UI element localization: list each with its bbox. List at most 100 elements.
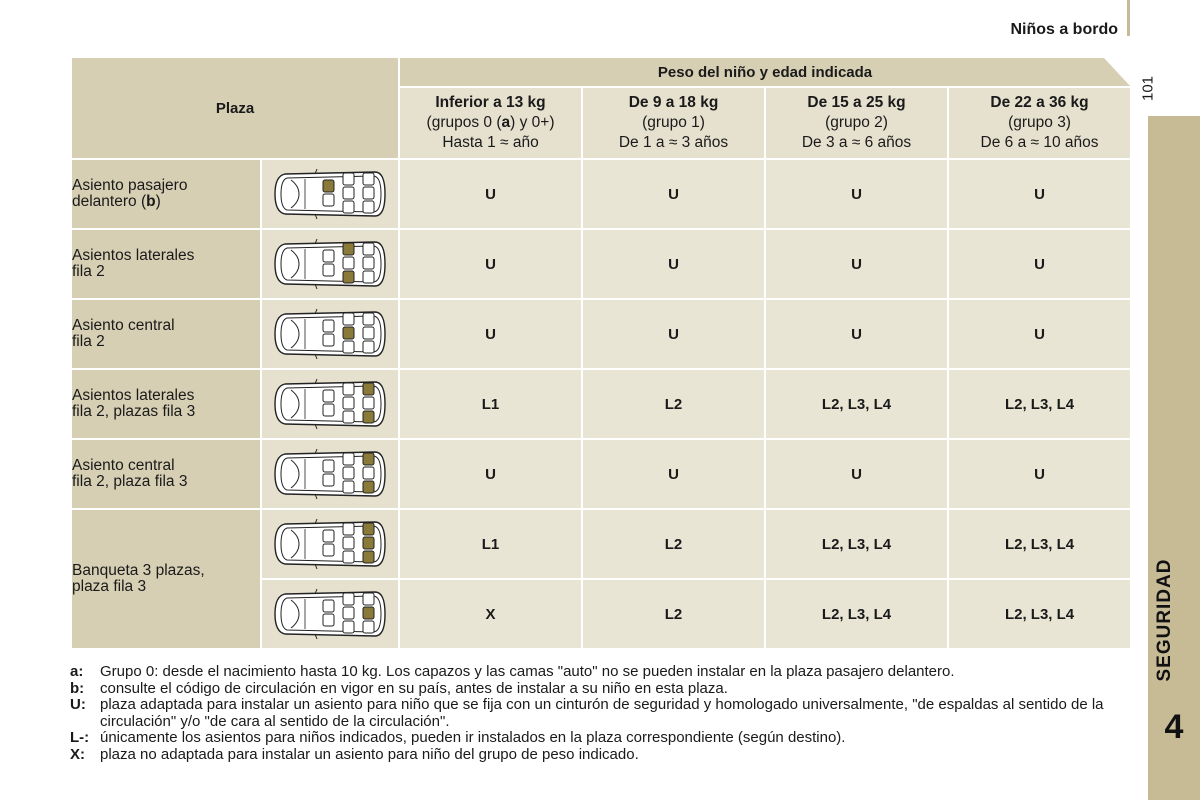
label-bold: b: [146, 193, 156, 210]
label-line: Banqueta 3 plazas,: [72, 562, 205, 579]
suitability-value: U: [398, 228, 584, 300]
page-number: 101: [1139, 75, 1157, 102]
suitability-value: U: [947, 298, 1133, 370]
column-group-text: (grupos 0 (: [426, 114, 502, 131]
column-header: De 22 a 36 kg (grupo 3) De 6 a ≈ 10 años: [947, 86, 1133, 160]
peso-header: Peso del niño y edad indicada: [399, 57, 1131, 87]
footnotes: a: Grupo 0: desde el nacimiento hasta 10 …: [70, 663, 1130, 763]
footnote: b: consulte el código de circulación en v…: [70, 679, 1130, 698]
suitability-value: L2, L3, L4: [947, 508, 1133, 580]
suitability-value: U: [581, 228, 767, 300]
column-title: Inferior a 13 kg: [435, 94, 546, 111]
column-group-text: (grupo 2): [825, 114, 888, 131]
seat-plan-cell: [259, 508, 401, 580]
column-age: De 3 a ≈ 6 años: [801, 134, 912, 151]
suitability-value: U: [398, 438, 584, 510]
label-line: fila 2: [72, 264, 260, 280]
header-divider: [1127, 0, 1130, 36]
column-group-text: (grupo 3): [1008, 114, 1071, 131]
label-line: Asiento central: [72, 317, 175, 334]
suitability-value: L1: [398, 368, 584, 440]
label-line: plaza fila 3: [72, 579, 260, 595]
label-line: Asiento central: [72, 457, 175, 474]
footnote-text: plaza adaptada para instalar un asiento …: [100, 696, 1104, 730]
suitability-value: U: [398, 158, 584, 230]
seat-position-label: Asientos laterales fila 2: [70, 228, 262, 300]
footnote-text: únicamente los asientos para niños indic…: [100, 729, 846, 746]
suitability-value: L2: [581, 508, 767, 580]
seat-plan-cell: [259, 368, 401, 440]
table-row: Asientos laterales fila 2, plazas fila 3 L…: [70, 368, 1133, 440]
label-line: fila 2, plaza fila 3: [72, 474, 260, 490]
seat-position-label: Asiento central fila 2, plaza fila 3: [70, 438, 262, 510]
label-text: fila 2, plaza fila 3: [72, 473, 188, 490]
column-group: (grupo 2): [766, 113, 947, 133]
seat-plan-cell: [259, 438, 401, 510]
suitability-value: U: [947, 228, 1133, 300]
footnote: a: Grupo 0: desde el nacimiento hasta 10 …: [70, 663, 1130, 681]
label-text: fila 2: [72, 333, 105, 350]
column-group-text: (grupo 1): [642, 114, 705, 131]
label-text: fila 2, plazas fila 3: [72, 403, 196, 420]
footnote: U: plaza adaptada para instalar un asient…: [70, 696, 1130, 730]
seat-plan-cell: [259, 298, 401, 370]
table-row: X L2 L2, L3, L4 L2, L3, L4: [71, 578, 1133, 650]
column-age: De 1 a ≈ 3 años: [618, 134, 729, 151]
footnote-key: a:: [70, 663, 84, 680]
suitability-value: X: [398, 578, 584, 650]
suitability-value: L2, L3, L4: [764, 368, 950, 440]
seat-plan-cell: [259, 578, 401, 650]
label-text: ): [155, 193, 161, 210]
label-line: fila 2: [72, 334, 260, 350]
page-header-title: Niños a bordo: [1010, 21, 1118, 38]
label-line: Asientos laterales: [72, 387, 195, 404]
suitability-value: U: [581, 158, 767, 230]
suitability-value: L2, L3, L4: [764, 508, 950, 580]
suitability-value: U: [947, 158, 1133, 230]
label-text: plaza fila 3: [72, 578, 147, 595]
column-header: De 15 a 25 kg (grupo 2) De 3 a ≈ 6 años: [764, 86, 950, 160]
column-header: Inferior a 13 kg (grupos 0 (a) y 0+) Hasta…: [398, 86, 584, 160]
footnote-key: b:: [70, 679, 85, 697]
footnote: L-: únicamente los asientos para niños in…: [70, 729, 1130, 747]
footnote-key: X:: [70, 745, 85, 763]
seat-plan-cell: [259, 228, 401, 300]
suitability-value: U: [764, 228, 950, 300]
column-age: De 6 a ≈ 10 años: [980, 134, 1099, 151]
column-group-text: ) y 0+): [510, 114, 555, 131]
column-title: De 22 a 36 kg: [990, 94, 1089, 111]
column-age: Hasta 1 ≈ año: [442, 134, 539, 151]
table-row: Banqueta 3 plazas, plaza fila 3 L1 L2 L2, L3…: [70, 508, 1133, 650]
seat-position-label: Banqueta 3 plazas, plaza fila 3: [70, 508, 262, 650]
column-title: De 15 a 25 kg: [807, 94, 906, 111]
car-seat-plan-icon: [274, 448, 386, 500]
suitability-value: L2: [581, 368, 767, 440]
footnote-text: consulte el código de circulación en vig…: [100, 679, 728, 697]
suitability-value: U: [581, 438, 767, 510]
column-group: (grupos 0 (a) y 0+): [400, 113, 581, 133]
suitability-value: U: [764, 298, 950, 370]
footnote-key: U:: [70, 696, 86, 713]
suitability-value: U: [947, 438, 1133, 510]
car-seat-plan-icon: [274, 238, 386, 290]
column-title: De 9 a 18 kg: [628, 94, 719, 111]
side-tab-label: SEGURIDAD: [1154, 558, 1175, 682]
column-group: (grupo 1): [583, 113, 764, 133]
column-group: (grupo 3): [949, 113, 1130, 133]
car-seat-plan-icon: [274, 378, 386, 430]
seat-position-label: Asiento pasajero delantero (b): [70, 158, 262, 230]
chapter-number: 4: [1164, 708, 1184, 746]
car-seat-plan-icon: [274, 308, 386, 360]
seat-position-label: Asiento central fila 2: [70, 298, 262, 370]
footnote-key: L-:: [70, 729, 90, 746]
footnote-text: plaza no adaptada para instalar un asien…: [100, 745, 639, 763]
side-tab: [1148, 116, 1200, 800]
column-group-bold: a: [501, 114, 511, 131]
suitability-value: U: [764, 158, 950, 230]
plaza-header: Plaza: [69, 56, 401, 160]
label-text: fila 2: [72, 263, 105, 280]
seat-plan-cell: [259, 158, 401, 230]
